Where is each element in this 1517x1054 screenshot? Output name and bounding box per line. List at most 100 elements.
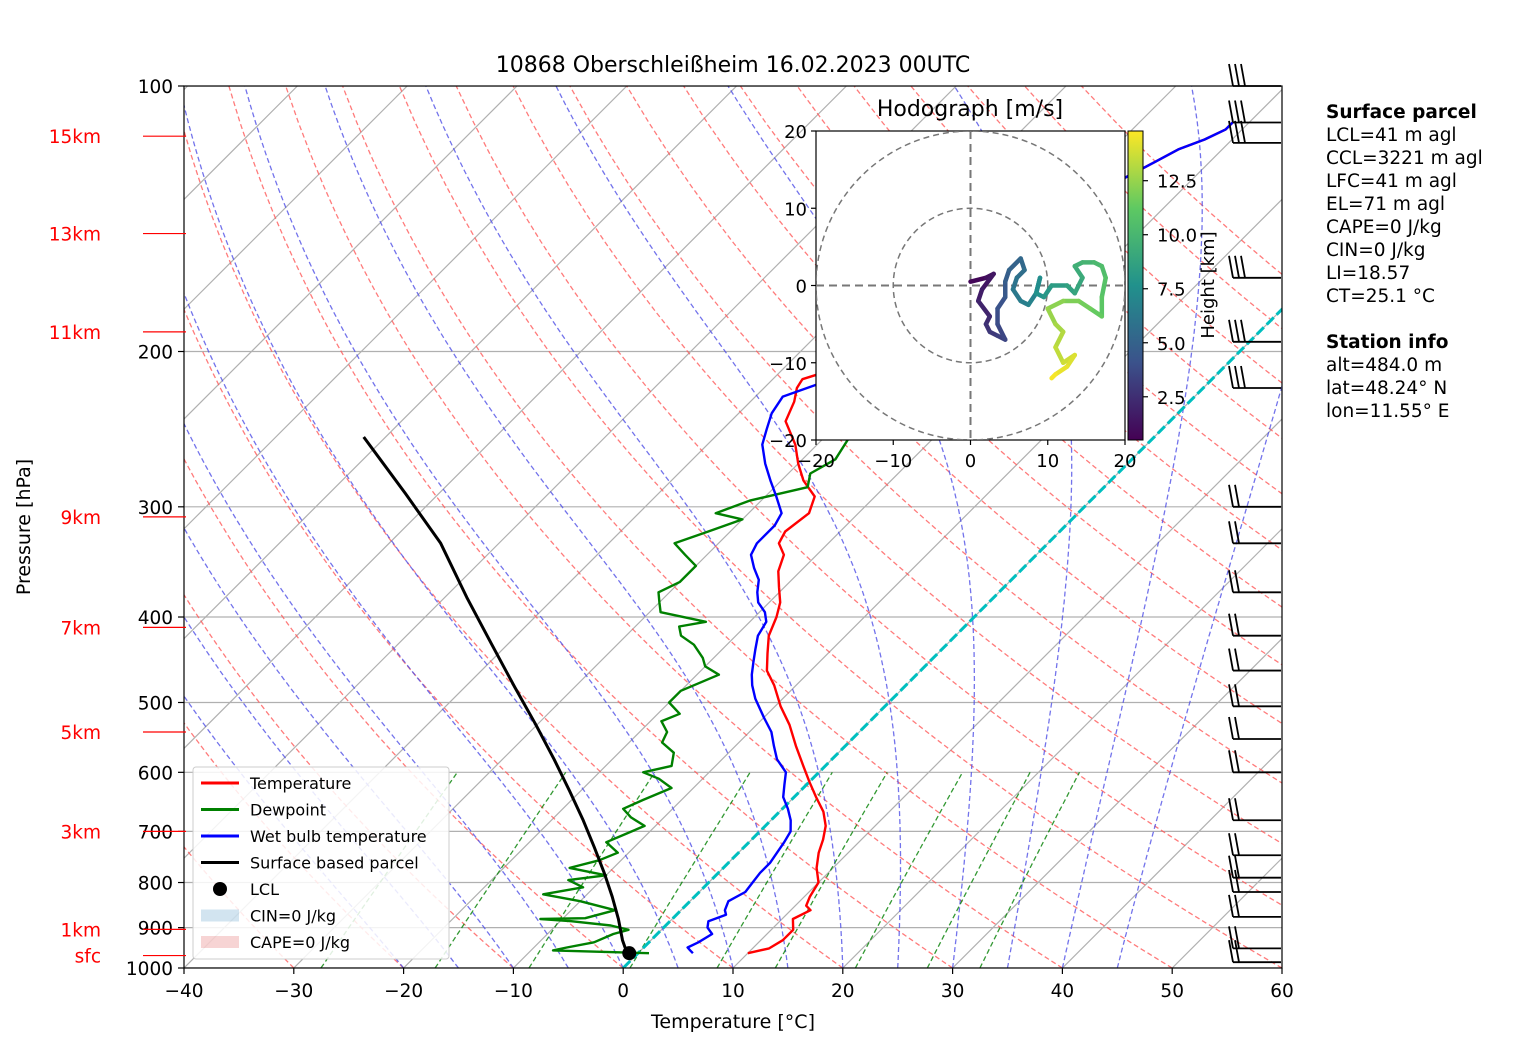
moist-adiabat-line — [555, 86, 902, 968]
wind-barb-flag — [1234, 100, 1240, 123]
legend: Temperature Dewpoint Wet bulb temperature S… — [192, 766, 450, 960]
x-tick-label: 10 — [721, 981, 745, 1002]
height-label: 9km — [60, 508, 101, 529]
dry-adiabat-line — [341, 86, 1173, 968]
y-tick-label: 100 — [138, 77, 173, 98]
moist-adiabat-line — [184, 422, 569, 968]
wind-barb-flag — [1228, 484, 1234, 507]
hodograph-segment — [1099, 275, 1108, 300]
wind-barbs — [1228, 63, 1281, 964]
mixing-ratio-line — [629, 771, 751, 968]
hodograph-plot — [816, 131, 1125, 440]
wind-barb-flag — [1228, 798, 1234, 821]
mixing-ratio-line — [716, 771, 833, 968]
surface-parcel-title: Surface parcel — [1326, 102, 1477, 123]
mixing-ratio-line — [979, 771, 1081, 968]
wind-barb-flag — [1228, 63, 1234, 87]
hodograph-segment — [1010, 287, 1023, 304]
height-label: 13km — [49, 225, 101, 246]
dry-adiabat-line — [184, 457, 624, 968]
legend-label: LCL — [250, 880, 279, 899]
hodograph-segment — [1033, 275, 1043, 296]
wind-barb-flag — [1234, 484, 1240, 507]
colorbar-label: Height [km] — [1198, 231, 1219, 338]
parcel-ct: CT=25.1 °C — [1326, 286, 1435, 307]
mixing-ratio-line — [854, 771, 964, 968]
wind-barb-flag — [1234, 926, 1240, 949]
y-tick-label: 700 — [138, 822, 173, 843]
mixing-ratio-line — [528, 771, 656, 968]
wind-barb-flag — [1234, 319, 1240, 342]
isotherm-line — [842, 527, 1282, 968]
wind-barb-flag — [1234, 365, 1240, 389]
colorbar-tick-label: 10.0 — [1157, 226, 1197, 247]
wind-barb-flag — [1240, 63, 1246, 87]
dry-adiabat-line — [285, 86, 1063, 968]
wind-barb-flag — [1234, 648, 1240, 671]
wind-barb-flag — [1228, 716, 1234, 740]
height-label: 5km — [60, 723, 101, 744]
moist-adiabat-line — [184, 102, 679, 968]
isotherm-line — [184, 86, 408, 311]
x-axis-label: Temperature [°C] — [650, 1011, 815, 1033]
hodograph-x-tick-label: −20 — [797, 451, 835, 472]
station-alt: alt=484.0 m — [1326, 355, 1443, 376]
y-tick-label: 300 — [138, 498, 173, 519]
x-tick-label: 20 — [831, 981, 855, 1002]
moist-adiabat-line — [953, 86, 1073, 968]
y-tick-label: 500 — [138, 693, 173, 714]
hodograph-colorbar — [1127, 130, 1144, 441]
legend-label: CAPE=0 J/kg — [250, 933, 350, 952]
hodograph-segment — [995, 321, 1008, 342]
wind-barb-flag — [1240, 120, 1246, 144]
wind-barb-flag — [1228, 255, 1234, 278]
height-label: 7km — [60, 618, 101, 639]
parcel-el: EL=71 m agl — [1326, 194, 1446, 215]
wind-barb-flag — [1234, 833, 1240, 856]
wind-barb-flag — [1234, 684, 1240, 707]
moist-adiabat-line — [324, 86, 789, 968]
wind-barb-flag — [1228, 684, 1234, 707]
hodograph-ring — [892, 207, 1049, 364]
isotherm-line — [184, 86, 847, 750]
zero-isotherm-line — [622, 307, 1282, 968]
wind-barb-flag — [1234, 120, 1240, 144]
series-line — [362, 436, 629, 954]
parcel-info-panel: Surface parcel LCL=41 m agl CCL=3221 m a… — [1326, 101, 1511, 423]
hodograph-segment — [1087, 306, 1105, 319]
isotherm-line — [1061, 747, 1282, 968]
wind-barb-flag — [1234, 63, 1240, 87]
x-tick-label: 0 — [617, 981, 629, 1002]
hodograph-x-tick-label: 20 — [1114, 451, 1137, 472]
hodograph-x-tick-label: 0 — [965, 451, 976, 472]
isotherm-line — [512, 198, 1282, 968]
y-tick-label: 800 — [138, 874, 173, 895]
dry-adiabat-line — [184, 128, 844, 968]
legend-swatch — [213, 882, 227, 896]
wind-barb-flag — [1228, 926, 1234, 949]
hodograph-segment — [1076, 298, 1093, 311]
station-lat: lat=48.24° N — [1326, 378, 1448, 399]
station-info-title: Station info — [1326, 332, 1449, 353]
mixing-ratio-line — [926, 771, 1031, 968]
wind-barb-flag — [1228, 521, 1234, 544]
axes: −40 −30 −20 −10 0 10 20 30 40 50 60100200300400500… — [126, 77, 1294, 1002]
hodograph-segment — [1041, 283, 1054, 300]
x-tick-label: 50 — [1160, 981, 1184, 1002]
wind-barb-flag — [1228, 750, 1234, 773]
hodograph-x-tick-label: −10 — [874, 451, 912, 472]
wind-barb-flag — [1234, 750, 1240, 773]
parcel-li: LI=18.57 — [1326, 263, 1411, 284]
hodograph-y-tick-label: 0 — [796, 277, 807, 298]
mixing-ratio-line — [434, 771, 567, 968]
y-tick-label: 1000 — [126, 959, 173, 980]
height-label: 15km — [49, 127, 101, 148]
moist-adiabat-line — [244, 86, 734, 968]
wind-barb-flag — [1228, 648, 1234, 671]
y-tick-label: 200 — [138, 343, 173, 364]
hodograph-segment — [1053, 329, 1066, 350]
dry-adiabat-line — [228, 86, 953, 968]
parcel-ccl: CCL=3221 m agl — [1326, 148, 1483, 169]
y-axis-label: Pressure [hPa] — [13, 459, 35, 595]
